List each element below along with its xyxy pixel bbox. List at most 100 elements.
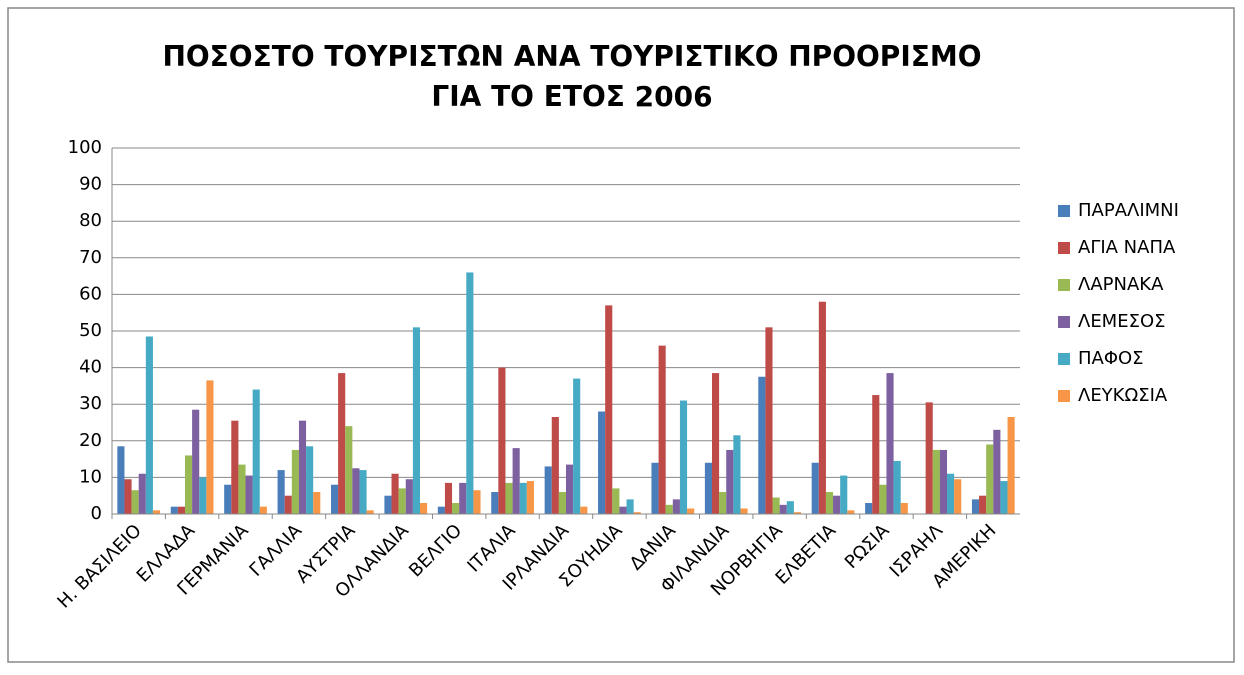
bar	[971, 499, 980, 514]
bar	[886, 373, 894, 514]
bar	[793, 512, 802, 514]
bar	[398, 488, 406, 514]
legend-label: ΛΕΥΚΩΣΙΑ	[1078, 385, 1168, 406]
bar	[879, 484, 887, 514]
y-tick-label: 50	[79, 320, 102, 341]
bar	[558, 492, 566, 514]
bar	[145, 336, 153, 514]
y-tick-label: 40	[79, 357, 102, 378]
bar	[626, 499, 634, 514]
legend-label: ΠΑΡΑΛΙΜΝΙ	[1078, 200, 1179, 221]
bar	[825, 492, 834, 514]
bar	[865, 503, 873, 514]
bar	[1007, 417, 1015, 514]
legend-swatch	[1058, 353, 1070, 365]
bar	[291, 449, 299, 514]
bar	[847, 510, 855, 514]
bar	[598, 411, 606, 514]
y-tick-label: 30	[79, 393, 102, 414]
bar	[726, 449, 734, 514]
bar	[117, 446, 125, 514]
bar	[491, 492, 499, 514]
bar	[231, 420, 239, 514]
y-tick-label: 10	[79, 466, 102, 487]
bar	[298, 420, 307, 514]
legend-swatch	[1058, 205, 1070, 217]
bar	[512, 448, 520, 514]
bar	[840, 475, 848, 514]
y-tick-label: 70	[79, 247, 102, 268]
legend-label: ΛΕΜΕΣΟΣ	[1078, 311, 1166, 332]
bar	[665, 504, 673, 514]
bar	[733, 435, 741, 514]
bar	[687, 508, 695, 514]
bar	[391, 473, 399, 514]
y-tick-label: 20	[79, 430, 102, 451]
bar	[131, 490, 139, 514]
bar	[359, 470, 367, 514]
y-tick-label: 0	[91, 503, 102, 524]
bar	[954, 479, 962, 514]
bar	[170, 506, 178, 514]
bar	[619, 506, 627, 514]
bar	[740, 508, 748, 514]
bar	[498, 367, 506, 514]
bar	[138, 473, 146, 514]
bar	[330, 484, 339, 514]
legend-swatch	[1058, 279, 1070, 291]
legend-swatch	[1058, 316, 1070, 328]
bar	[979, 495, 987, 514]
bar	[473, 490, 481, 514]
bar	[672, 499, 680, 514]
bar	[412, 327, 421, 514]
bar	[284, 495, 292, 514]
bar	[245, 475, 253, 514]
bar	[612, 488, 620, 514]
bar	[711, 373, 720, 514]
bar	[313, 492, 321, 514]
bar	[526, 481, 534, 514]
bar	[384, 495, 392, 514]
bar	[152, 510, 161, 514]
bar	[437, 506, 445, 514]
bar	[192, 409, 200, 514]
bar	[544, 466, 552, 514]
bar	[338, 373, 346, 514]
chart-title: ΠΟΣΟΣΤΟ ΤΟΥΡΙΣΤΩΝ ΑΝΑ ΤΟΥΡΙΣΤΙΚΟ ΠΡΟΟΡΙΣ…	[162, 40, 981, 73]
bar	[259, 506, 267, 514]
bar	[519, 482, 527, 514]
legend-label: ΛΑΡΝΑΚΑ	[1078, 274, 1164, 295]
bar	[566, 464, 574, 514]
bar	[459, 482, 467, 514]
bar	[206, 380, 214, 514]
bar	[466, 272, 474, 514]
bar	[238, 464, 246, 514]
bar	[872, 395, 880, 514]
bar	[993, 429, 1001, 514]
y-tick-label: 90	[79, 174, 102, 195]
bar	[444, 482, 453, 514]
bar	[184, 455, 193, 514]
bar	[124, 479, 132, 514]
legend-label: ΠΑΦΟΣ	[1078, 348, 1144, 369]
bar	[580, 506, 588, 514]
bar	[947, 473, 955, 514]
bar	[277, 470, 285, 514]
bar	[420, 503, 428, 514]
bar	[306, 446, 314, 514]
bar	[345, 426, 353, 514]
legend-swatch	[1058, 390, 1070, 402]
y-tick-label: 80	[79, 210, 102, 231]
bar	[900, 503, 908, 514]
bar	[352, 468, 360, 514]
bar	[452, 503, 460, 514]
bar	[704, 462, 712, 514]
bar	[772, 497, 780, 514]
bar	[366, 510, 374, 514]
bar	[893, 460, 901, 514]
bar	[405, 479, 413, 514]
bar	[651, 462, 659, 514]
bar	[833, 495, 841, 514]
bar	[818, 301, 826, 514]
